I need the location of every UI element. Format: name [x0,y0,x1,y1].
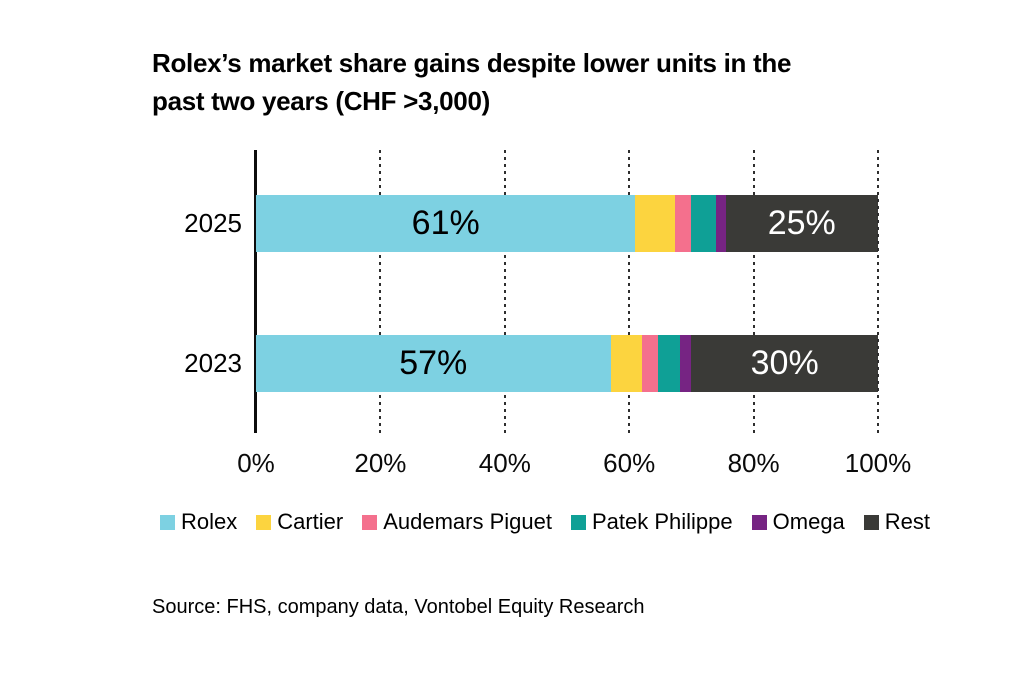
x-tick-label-60: 60% [603,448,656,478]
segment-patek-philippe-2023 [657,335,680,392]
chart-title-line2: past two years (CHF >3,000) [152,86,490,116]
legend-swatch-icon-omega [751,514,767,530]
segment-cartier-2025 [635,195,675,252]
x-tick-label-100: 100% [844,448,912,478]
segment-rest-2023: 30% [691,335,878,392]
legend-swatch-icon-cartier [256,514,272,530]
legend-item-omega: Omega [751,509,845,535]
segment-patek-philippe-2025 [690,195,716,252]
legend-label-rest: Rest [884,509,931,534]
segment-rest-2025: 25% [725,195,878,252]
legend-item-rolex: Rolex [159,509,238,535]
legend-label-rolex: Rolex [180,509,238,534]
segment-value-label-rolex-2023: 57% [399,344,468,382]
x-tick-label-20: 20% [354,448,407,478]
legend-item-rest: Rest [863,509,931,535]
segment-audemars-piguet-2025 [674,195,691,252]
x-tick-label-0: 0% [237,448,275,478]
segment-value-label-rolex-2025: 61% [411,204,480,242]
legend-item-audemars-piguet: Audemars Piguet [362,509,552,535]
segment-audemars-piguet-2023 [641,335,658,392]
chart-legend: Rolex Cartier Audemars Piguet Patek Philipp… [150,507,940,537]
segment-omega-2023 [679,335,692,392]
category-label-2023: 2023 [184,348,242,378]
x-tick-label-40: 40% [478,448,531,478]
legend-label-omega: Omega [772,509,845,534]
bar-2025: 2025 61% 25% [184,195,878,252]
gridline-60 [628,150,631,433]
x-tick-label-80: 80% [727,448,780,478]
legend-swatch-icon-audemars-piguet [362,514,378,530]
legend-label-audemars-piguet: Audemars Piguet [383,509,552,534]
legend-label-patek-philippe: Patek Philippe [591,509,733,534]
gridline-100 [877,150,879,433]
gridline-20 [379,150,382,433]
segment-rolex-2023: 57% [256,335,611,392]
legend-swatch-icon-rest [863,514,879,530]
bar-2023: 2023 57% 30% [184,335,878,392]
legend-swatch-icon-patek-philippe [570,514,586,530]
gridline-80 [752,150,755,433]
source-note: Source: FHS, company data, Vontobel Equi… [152,596,645,618]
legend-item-patek-philippe: Patek Philippe [570,509,733,535]
legend-swatch-icon-rolex [159,514,175,530]
chart-title-line1: Rolex’s market share gains despite lower… [152,48,792,78]
y-axis-line [254,150,257,433]
legend-label-cartier: Cartier [277,509,344,534]
segment-omega-2025 [715,195,726,252]
gridline-40 [503,150,506,433]
segment-value-label-rest-2023: 30% [750,344,819,382]
chart-title: Rolex’s market share gains despite lower… [152,44,932,120]
plot-area: 0% 20% 40% 60% 80% 100% 2025 61% 25% 2023 57% 30% [184,150,911,478]
segment-rolex-2025: 61% [256,195,636,252]
category-label-2025: 2025 [184,208,242,238]
segment-value-label-rest-2025: 25% [767,204,836,242]
segment-cartier-2023 [610,335,642,392]
legend-item-cartier: Cartier [256,509,343,535]
